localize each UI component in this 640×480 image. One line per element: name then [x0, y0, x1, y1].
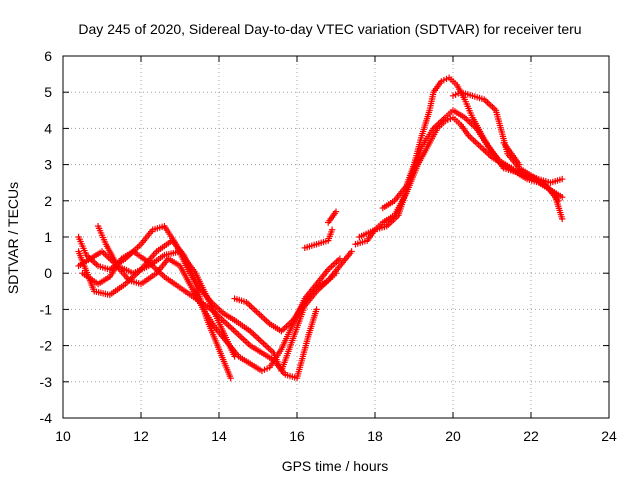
y-tick-label: -4 — [40, 410, 53, 426]
y-tick-label: 0 — [44, 265, 52, 281]
data-point — [313, 306, 320, 313]
series-track-f — [231, 248, 355, 335]
data-point — [231, 353, 238, 360]
data-point — [336, 255, 344, 262]
data-point — [348, 248, 355, 255]
y-tick-label: 1 — [44, 229, 52, 245]
y-tick-label: -1 — [40, 301, 53, 317]
x-axis-label: GPS time / hours — [282, 458, 389, 474]
y-tick-label: 3 — [44, 157, 52, 173]
x-tick-label: 14 — [211, 428, 227, 444]
x-tick-label: 20 — [445, 428, 461, 444]
y-tick-label: 5 — [44, 84, 52, 100]
data-point — [227, 374, 234, 382]
y-axis-label: SDTVAR / TECUs — [5, 182, 21, 294]
data-point — [332, 208, 340, 215]
series-track-d — [79, 248, 320, 382]
data-point — [559, 215, 566, 223]
y-tick-label: -3 — [40, 374, 53, 390]
y-tick-label: 4 — [44, 120, 52, 136]
data-point — [516, 161, 523, 168]
series-track-h — [325, 208, 340, 226]
series-track-e — [94, 222, 238, 360]
series-track-k — [379, 74, 566, 212]
data-marks — [75, 74, 566, 382]
x-tick-label: 10 — [55, 428, 71, 444]
x-tick-label: 18 — [367, 428, 383, 444]
series-track-m — [500, 139, 523, 168]
data-point — [328, 226, 336, 233]
data-point — [559, 193, 566, 201]
series-track-g — [301, 226, 336, 252]
data-point — [559, 175, 566, 183]
x-tick-label: 22 — [523, 428, 539, 444]
chart-title: Day 245 of 2020, Sidereal Day-to-day VTE… — [78, 21, 581, 37]
y-tick-label: 2 — [44, 193, 52, 209]
y-tick-label: -2 — [40, 338, 53, 354]
series-track-c — [75, 237, 234, 382]
x-tick-label: 16 — [289, 428, 305, 444]
y-tick-label: 6 — [44, 48, 52, 64]
x-tick-label: 12 — [133, 428, 149, 444]
x-tick-label: 24 — [601, 428, 617, 444]
